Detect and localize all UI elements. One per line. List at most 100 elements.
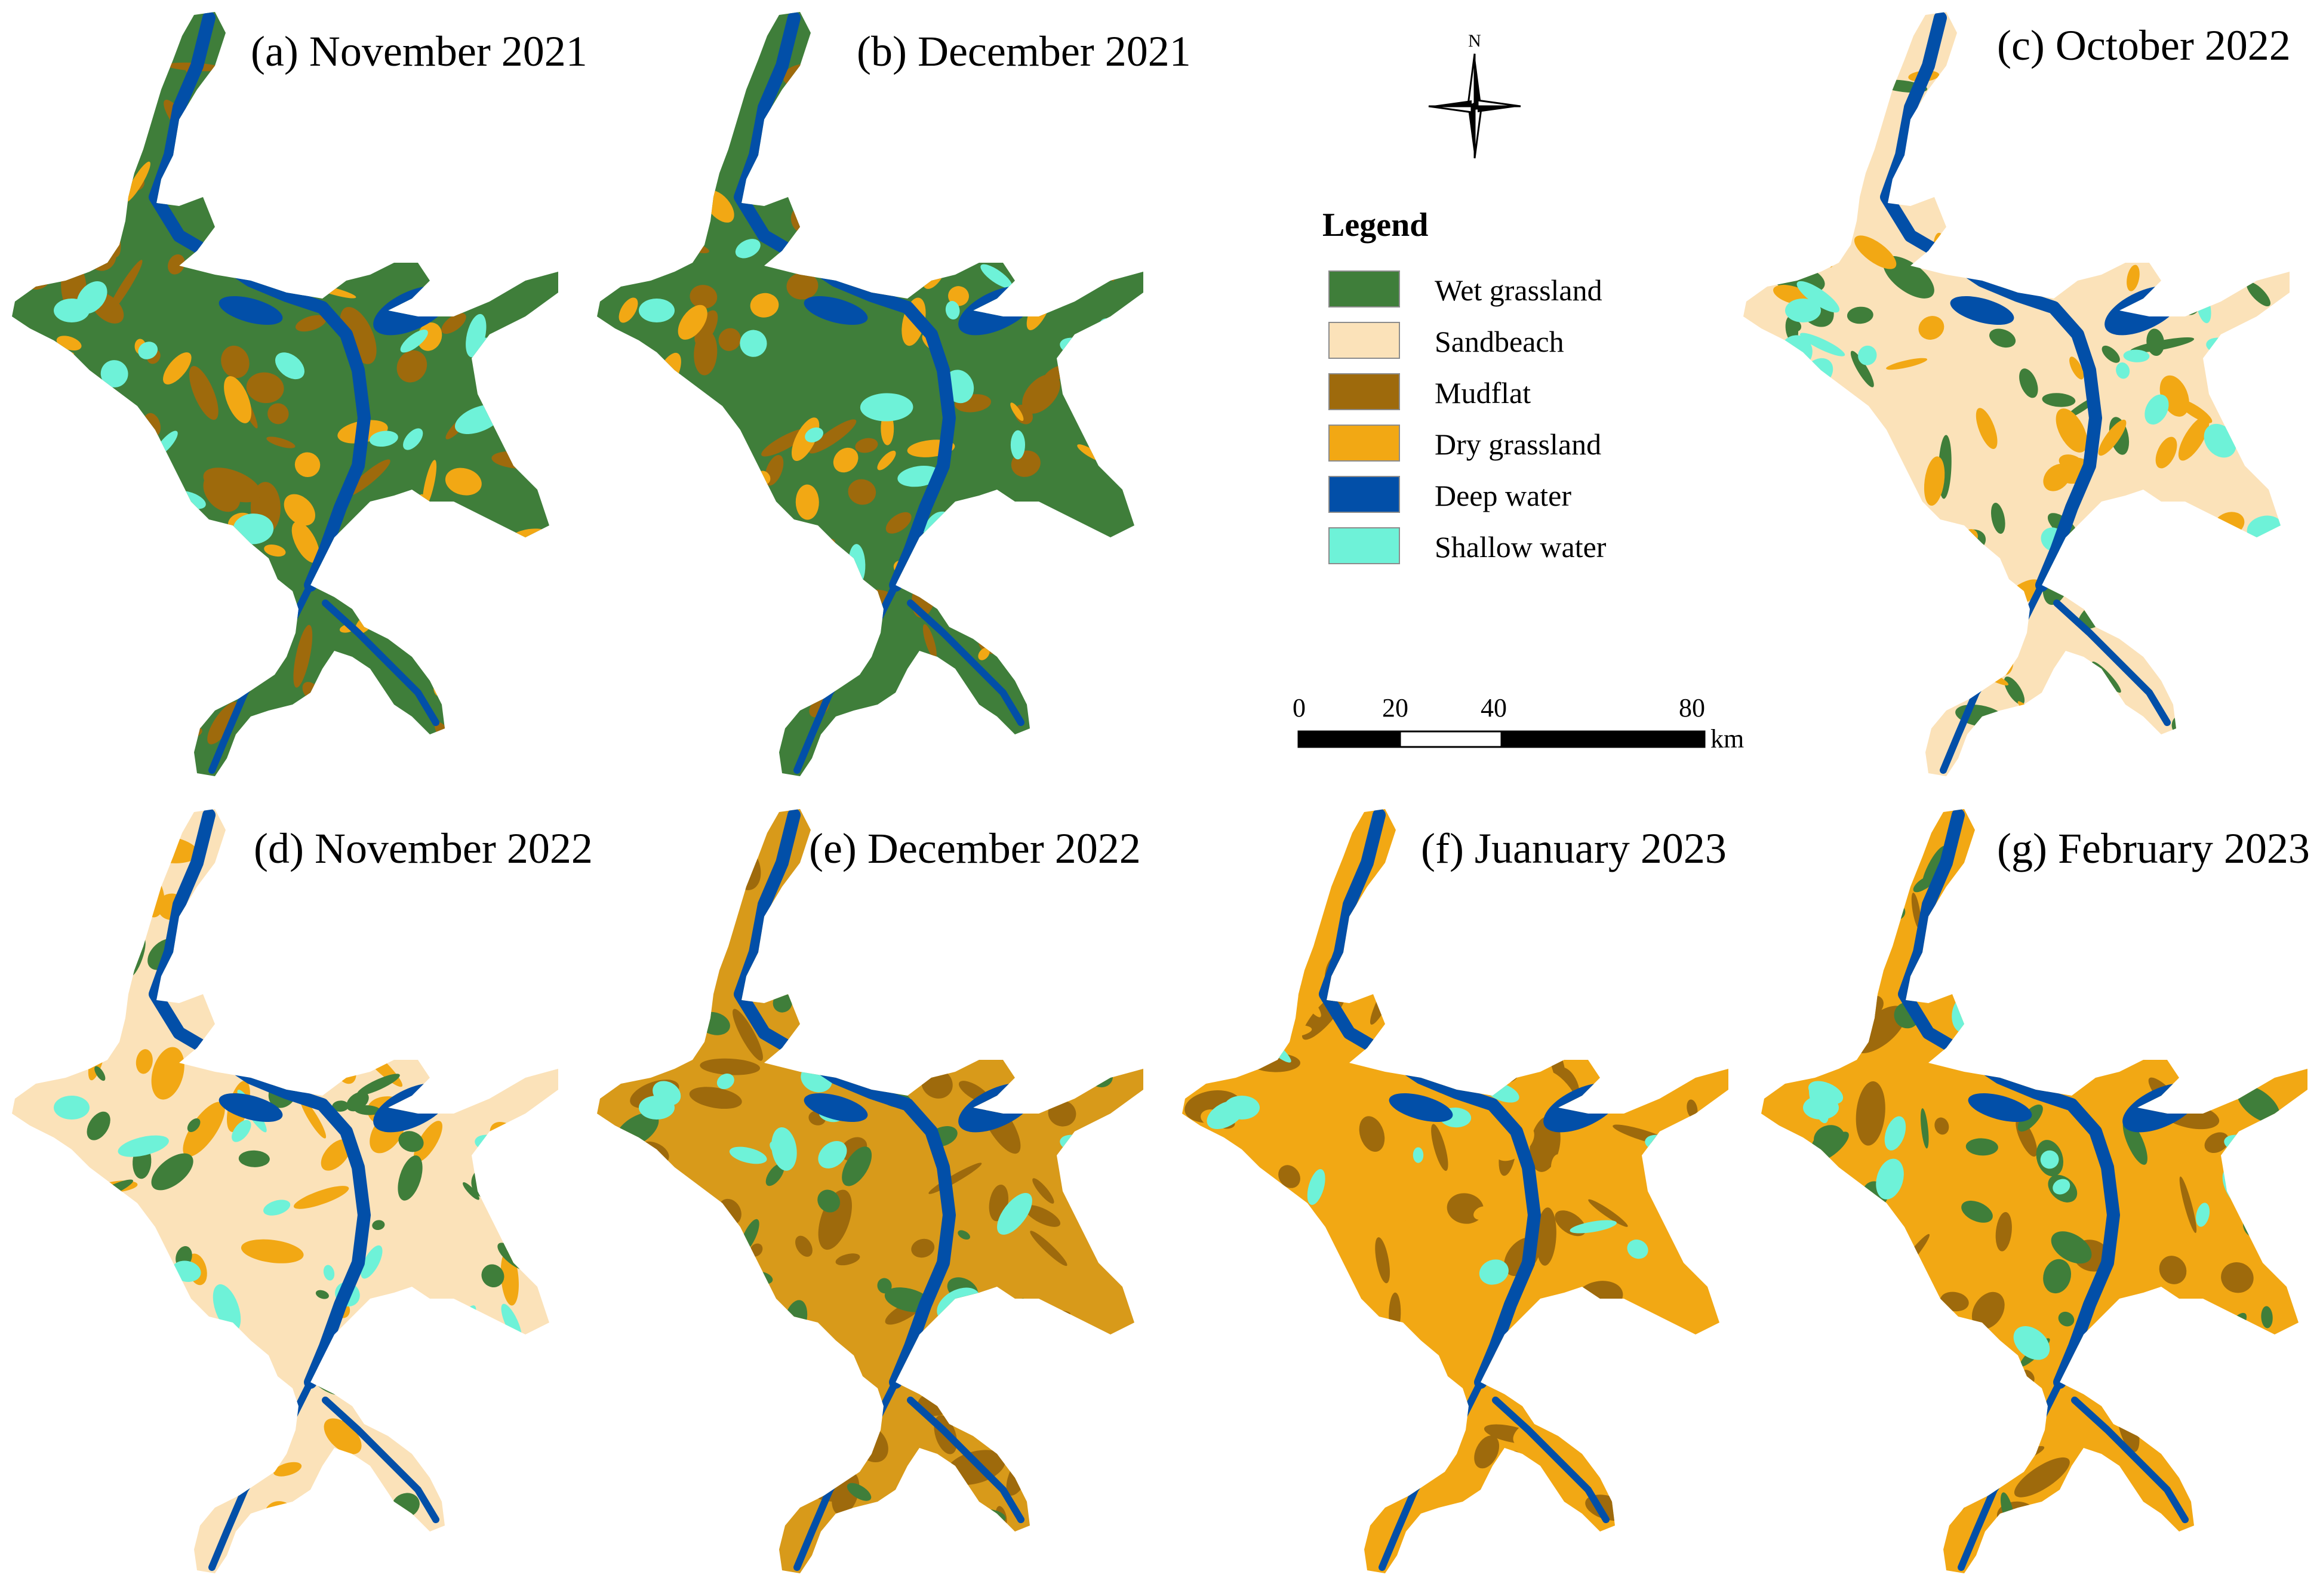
land-cover-patch bbox=[50, 1214, 75, 1238]
land-cover-patch bbox=[1856, 471, 1876, 515]
land-cover-patch bbox=[795, 1235, 813, 1257]
land-cover-patch bbox=[1016, 954, 1033, 1007]
land-cover-patch bbox=[848, 479, 876, 505]
land-cover-patch bbox=[833, 447, 859, 473]
lake-map bbox=[597, 809, 1143, 1573]
land-cover-patch bbox=[39, 156, 80, 168]
land-cover-patch bbox=[2254, 1205, 2281, 1238]
land-cover-patch bbox=[1827, 1210, 1857, 1240]
land-cover-patch bbox=[463, 1326, 505, 1362]
legend-swatch bbox=[1328, 270, 1400, 307]
land-cover-patch bbox=[2090, 919, 2130, 944]
land-cover-patch bbox=[1768, 1042, 1805, 1076]
land-cover-patch bbox=[413, 1343, 426, 1388]
lake-map bbox=[12, 12, 558, 776]
land-cover-patch bbox=[1995, 1211, 2012, 1251]
land-cover-patch bbox=[391, 970, 452, 1000]
land-cover-patch bbox=[1785, 299, 1821, 322]
land-cover-patch bbox=[1819, 1186, 1837, 1209]
lake-extent bbox=[12, 809, 558, 1573]
lake-extent bbox=[597, 809, 1143, 1573]
land-cover-patch bbox=[2013, 907, 2064, 940]
scale-segment-3 bbox=[1500, 730, 1706, 748]
land-cover-patch bbox=[931, 223, 955, 253]
land-cover-patch bbox=[1533, 1009, 1563, 1046]
land-cover-patch bbox=[644, 995, 691, 1021]
land-cover-patch bbox=[200, 930, 217, 937]
land-cover-patch bbox=[100, 360, 128, 388]
land-cover-patch bbox=[790, 613, 812, 631]
land-cover-patch bbox=[1103, 1007, 1128, 1033]
land-cover-patch bbox=[2053, 1005, 2079, 1038]
land-cover-patch bbox=[1004, 551, 1043, 578]
land-cover-patch bbox=[332, 1053, 365, 1070]
land-cover-patch bbox=[911, 1238, 935, 1258]
land-cover-patch bbox=[2117, 117, 2156, 147]
east-point-dark bbox=[1478, 106, 1521, 112]
land-cover-patch bbox=[966, 515, 1007, 556]
legend-title: Legend bbox=[1322, 207, 1429, 244]
land-cover-patch bbox=[971, 903, 993, 923]
land-cover-patch bbox=[2247, 282, 2271, 307]
river-channel bbox=[734, 12, 956, 592]
land-cover-patch bbox=[2244, 190, 2277, 220]
land-cover-patch bbox=[411, 1300, 443, 1327]
land-cover-patch bbox=[765, 1163, 784, 1186]
river-channel bbox=[1898, 809, 2120, 1389]
scale-bar-graphic bbox=[1297, 730, 1706, 748]
land-cover-patch bbox=[229, 1456, 264, 1483]
land-cover-patch bbox=[1778, 241, 1789, 263]
land-cover-patch bbox=[990, 154, 1001, 173]
land-cover-patch bbox=[1805, 1003, 1833, 1041]
land-cover-patch bbox=[203, 468, 261, 503]
land-cover-patch bbox=[44, 111, 64, 144]
land-cover-patch bbox=[2242, 377, 2290, 398]
land-cover-patch bbox=[215, 64, 229, 82]
land-cover-patch bbox=[151, 1047, 184, 1100]
land-cover-patch bbox=[494, 1159, 516, 1196]
land-cover-patch bbox=[1550, 1154, 1565, 1182]
land-cover-patch bbox=[2205, 656, 2233, 683]
land-cover-patch bbox=[1229, 984, 1276, 1013]
land-cover-patch bbox=[699, 424, 715, 439]
land-cover-patch bbox=[795, 484, 819, 520]
land-cover-patch bbox=[877, 450, 896, 471]
land-cover-patch bbox=[300, 1097, 327, 1139]
legend-swatch bbox=[1328, 476, 1400, 513]
land-cover-patch bbox=[661, 579, 684, 602]
land-cover-patch bbox=[2087, 950, 2110, 968]
land-cover-patch bbox=[136, 1049, 153, 1074]
river-channel bbox=[2071, 1397, 2189, 1523]
land-cover-patch bbox=[2019, 368, 2038, 398]
land-cover-patch bbox=[346, 459, 390, 496]
land-cover-patch bbox=[450, 665, 481, 696]
land-cover-patch bbox=[1965, 1138, 1998, 1156]
land-cover-patch bbox=[2235, 1533, 2267, 1554]
land-cover-patch bbox=[94, 1066, 106, 1081]
land-cover-patch bbox=[263, 1200, 291, 1216]
land-cover-patch bbox=[1840, 1340, 1890, 1366]
map-panel-c: (c) October 2022 bbox=[1731, 0, 2323, 788]
land-cover-patch bbox=[396, 549, 425, 567]
land-cover-patch bbox=[115, 1442, 128, 1459]
land-cover-patch bbox=[1624, 1422, 1650, 1446]
land-cover-patch bbox=[619, 297, 638, 323]
land-cover-patch bbox=[263, 156, 291, 205]
land-cover-patch bbox=[1884, 1436, 1916, 1459]
land-cover-patch bbox=[30, 556, 50, 576]
land-cover-patch bbox=[1327, 1340, 1345, 1364]
land-cover-patch bbox=[2139, 923, 2155, 933]
land-cover-patch bbox=[64, 127, 76, 151]
land-cover-patch bbox=[1939, 557, 1966, 591]
land-cover-patch bbox=[1997, 150, 2030, 175]
land-cover-patch bbox=[28, 89, 60, 112]
land-cover-patch bbox=[400, 1408, 429, 1435]
land-cover-patch bbox=[928, 112, 950, 137]
land-cover-patch bbox=[619, 949, 662, 983]
land-cover-patch bbox=[903, 194, 916, 221]
land-cover-patch bbox=[2072, 1028, 2087, 1065]
land-cover-patch bbox=[151, 642, 189, 682]
land-cover-patch bbox=[834, 173, 884, 192]
land-cover-patch bbox=[106, 1302, 123, 1321]
land-cover-patch bbox=[2176, 197, 2195, 235]
